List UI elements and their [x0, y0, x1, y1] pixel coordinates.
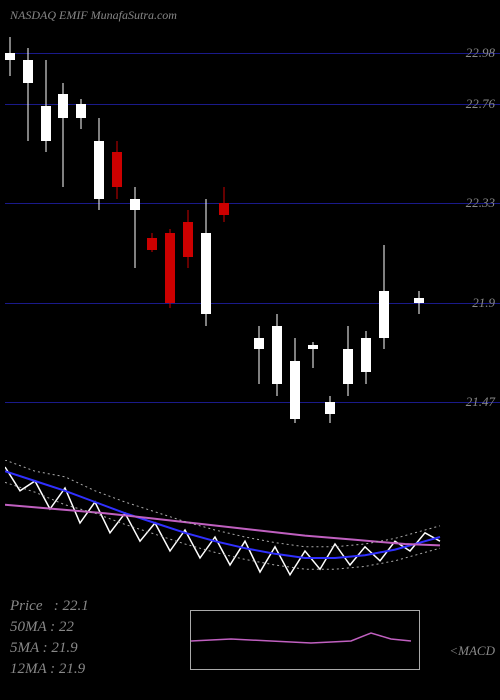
price-chart — [5, 25, 450, 465]
candle — [343, 25, 353, 465]
macd-inset — [190, 610, 420, 670]
stat-price: Price : 22.1 — [10, 596, 89, 617]
candle — [290, 25, 300, 465]
stat-5ma: 5MA : 21.9 — [10, 638, 89, 659]
candle — [325, 25, 335, 465]
candle — [76, 25, 86, 465]
macd-label: <MACD — [449, 643, 495, 660]
candle — [308, 25, 318, 465]
candle — [58, 25, 68, 465]
chart-header: NASDAQ EMIF MunafaSutra.com — [10, 8, 177, 23]
hline-label: 22.33 — [466, 195, 495, 211]
chart-container: NASDAQ EMIF MunafaSutra.com 22.98 22.76 22… — [0, 0, 500, 700]
stats-box: Price : 22.1 50MA : 22 5MA : 21.9 12MA :… — [10, 596, 89, 680]
indicator-line-white_line — [5, 467, 440, 575]
stat-50ma: 50MA : 22 — [10, 617, 89, 638]
candle — [379, 25, 389, 465]
indicator-line-magenta_line — [5, 505, 440, 546]
candle — [219, 25, 229, 465]
candle — [183, 25, 193, 465]
candle — [112, 25, 122, 465]
candle — [23, 25, 33, 465]
candle — [272, 25, 282, 465]
candle — [201, 25, 211, 465]
candle — [130, 25, 140, 465]
indicator-line-dotted_upper — [5, 460, 440, 547]
hline-label: 21.9 — [472, 295, 495, 311]
indicator-chart — [5, 460, 450, 600]
candle — [254, 25, 264, 465]
stat-12ma: 12MA : 21.9 — [10, 659, 89, 680]
candle — [165, 25, 175, 465]
candle — [414, 25, 424, 465]
candle — [41, 25, 51, 465]
hline-label: 21.47 — [466, 394, 495, 410]
candle — [147, 25, 157, 465]
candle — [94, 25, 104, 465]
indicator-line-blue_line — [5, 471, 440, 558]
candle — [361, 25, 371, 465]
macd-line — [191, 633, 411, 643]
candle — [5, 25, 15, 465]
hline-label: 22.98 — [466, 45, 495, 61]
hline-label: 22.76 — [466, 96, 495, 112]
